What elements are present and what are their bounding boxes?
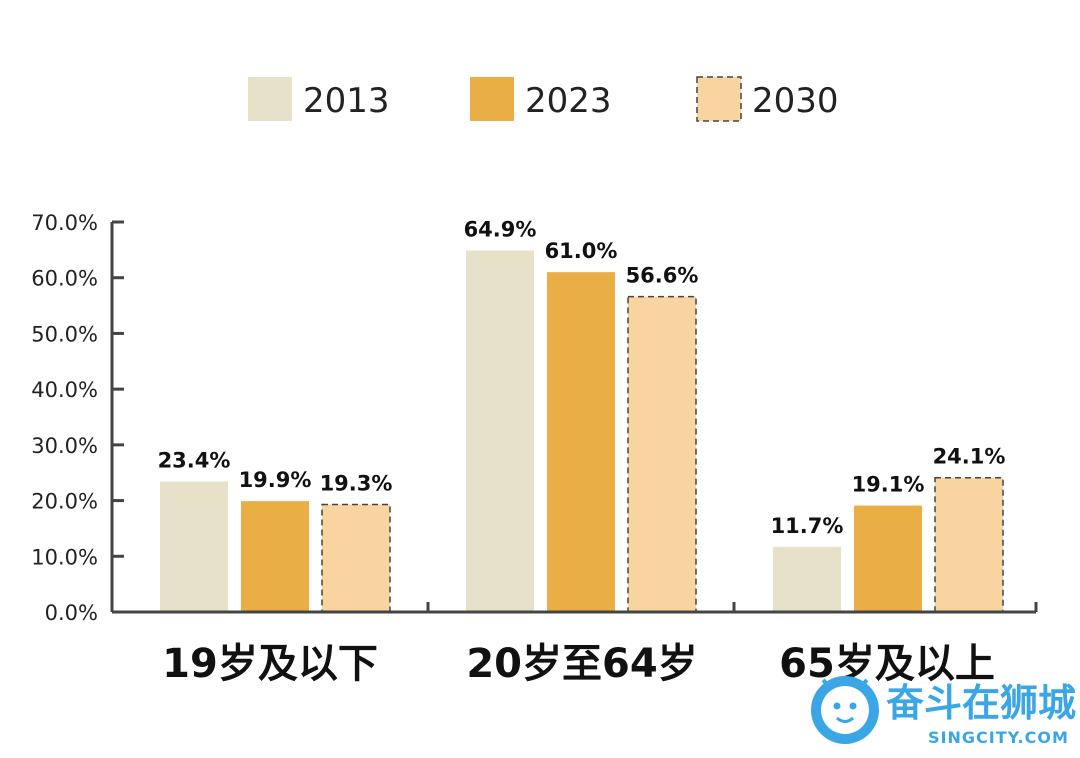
data-label-2023-1: 19.9% — [239, 468, 312, 492]
x-category-label: 20岁至64岁 — [466, 641, 697, 687]
data-label-2013-2: 64.9% — [464, 217, 537, 241]
y-tick-label: 10.0% — [31, 545, 98, 569]
axes-group: 0.0% 10.0% 20.0% 30.0% 40.0% 50.0% 60.0% 70.0% 1… — [31, 211, 1038, 687]
watermark-title: 奋斗在狮城 — [886, 681, 1076, 725]
legend-label-2013: 2013 — [303, 81, 390, 121]
data-label-2023-2: 61.0% — [545, 239, 618, 263]
bar-2030-1 — [321, 503, 391, 613]
bars-group — [160, 250, 1004, 613]
legend: 2013 2023 2030 — [248, 76, 839, 122]
watermark-subtitle: SINGCITY.COM — [928, 728, 1069, 747]
lion-icon — [811, 676, 879, 744]
x-category-label: 19岁及以下 — [162, 641, 378, 687]
bar-2023-2 — [547, 272, 615, 612]
data-label-2030-3: 24.1% — [933, 445, 1006, 469]
y-tick-label: 20.0% — [31, 490, 98, 514]
data-label-2023-3: 19.1% — [852, 473, 925, 497]
bar-2013-2 — [466, 250, 534, 612]
bar-2013-3 — [773, 546, 841, 612]
bar-2023-3 — [854, 505, 922, 612]
bar-2030-3 — [934, 476, 1004, 613]
legend-swatch-2023 — [470, 77, 514, 121]
y-tick-label: 60.0% — [31, 267, 98, 291]
y-tick-label: 40.0% — [31, 378, 98, 402]
legend-label-2023: 2023 — [525, 81, 612, 121]
data-labels-group: 23.4% 64.9% 11.7% 19.9% 61.0% 19.1% 19.3% 56.6%… — [158, 217, 1006, 537]
data-label-2030-2: 56.6% — [626, 264, 699, 288]
data-label-2013-3: 11.7% — [771, 514, 844, 538]
bar-2013-1 — [160, 481, 228, 612]
y-tick-label: 50.0% — [31, 322, 98, 346]
legend-swatch-2030 — [696, 76, 742, 122]
legend-swatch-2013 — [248, 77, 292, 121]
legend-label-2030: 2030 — [752, 81, 839, 121]
bar-2030-2 — [627, 295, 697, 613]
watermark-logo: 奋斗在狮城 SINGCITY.COM — [811, 676, 1076, 747]
y-tick-label: 0.0% — [45, 601, 98, 625]
y-tick-label: 30.0% — [31, 434, 98, 458]
bar-2023-1 — [241, 501, 309, 612]
y-tick-label: 70.0% — [31, 211, 98, 235]
data-label-2030-1: 19.3% — [320, 471, 393, 495]
data-label-2013-1: 23.4% — [158, 449, 231, 473]
x-category-label: 65岁及以上 — [779, 641, 995, 687]
